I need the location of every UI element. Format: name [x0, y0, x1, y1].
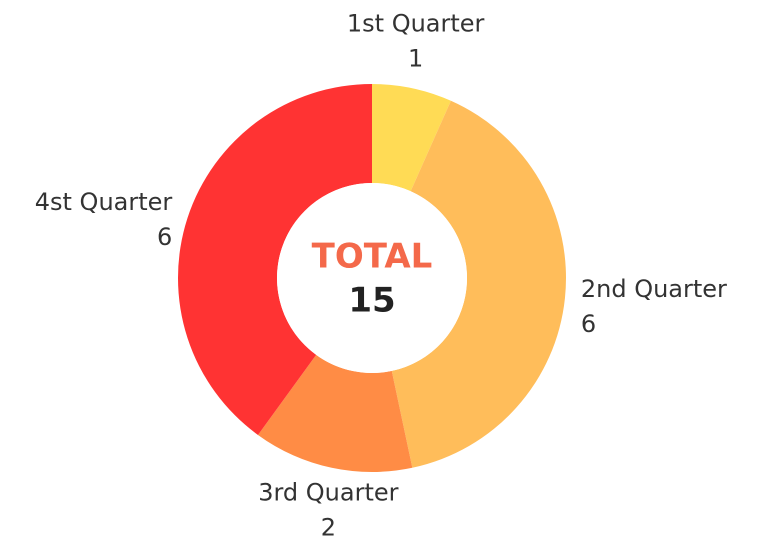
donut-segment — [372, 84, 451, 192]
slice-value: 2 — [321, 513, 336, 541]
donut-hole — [277, 183, 467, 373]
donut-segment — [177, 84, 372, 435]
slice-label: 3rd Quarter — [258, 478, 398, 506]
slice-label: 4st Quarter — [35, 188, 173, 216]
slice-value: 6 — [157, 223, 172, 251]
donut-segment — [257, 354, 413, 472]
slice-value: 1 — [408, 45, 423, 73]
center-value: 15 — [348, 281, 395, 321]
slice-label: 2nd Quarter — [581, 275, 727, 303]
slice-label: 1st Quarter — [347, 10, 485, 38]
slice-value: 6 — [581, 310, 596, 338]
donut-segment — [391, 100, 566, 468]
center-label: TOTAL — [312, 237, 433, 277]
